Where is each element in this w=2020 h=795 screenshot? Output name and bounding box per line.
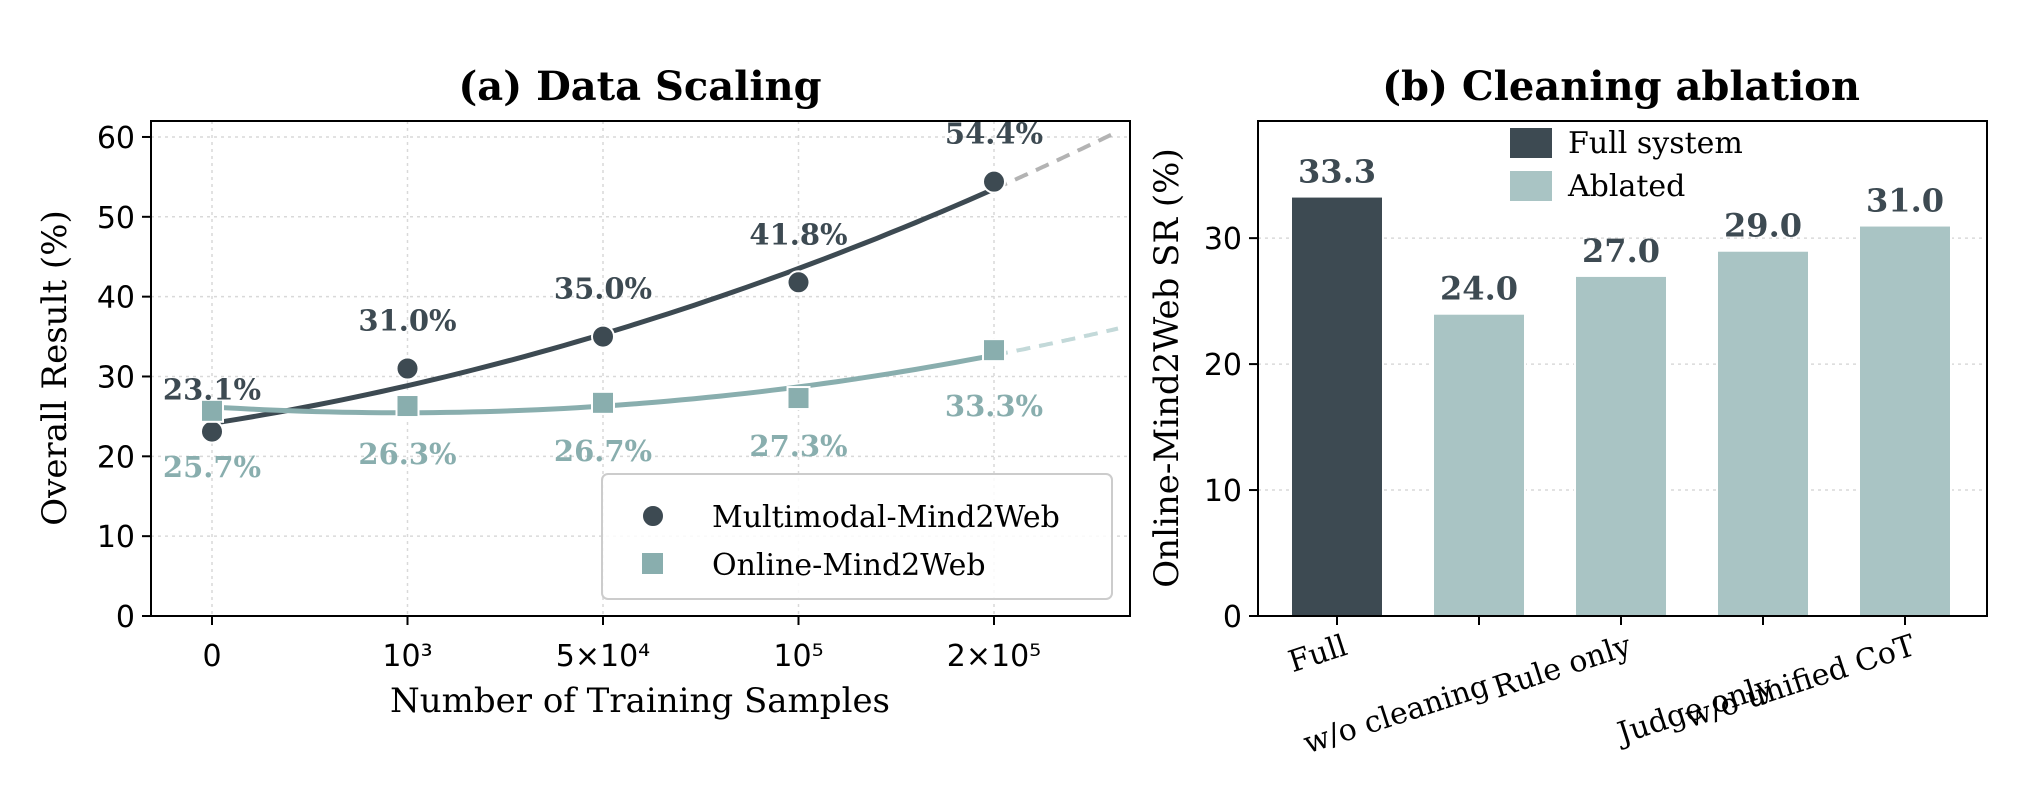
panel-a-x-tick-label: 10⁵: [773, 639, 823, 674]
panel-a-title: (a) Data Scaling: [458, 63, 821, 110]
multimodal-point-3: [786, 270, 811, 295]
legend-swatch-ablated: [1510, 171, 1552, 201]
panel-b-x-tick-label: Rule only: [1489, 628, 1636, 705]
multimodal-data-label-0: 23.1%: [163, 373, 261, 407]
panel-b-y-tick-label: 0: [1223, 600, 1242, 635]
panel-a-x-tick-label: 5×10⁴: [556, 639, 650, 674]
online-data-label-4: 33.3%: [945, 389, 1043, 423]
panel-a-y-tick-label: 0: [116, 600, 135, 635]
online-point-4: [982, 338, 1006, 363]
bar-2: [1574, 274, 1668, 617]
legend-label-ablated: Ablated: [1567, 169, 1685, 204]
legend-swatch-full-system: [1510, 128, 1552, 158]
panel-a-extrapolation-1: [993, 326, 1119, 358]
panel-b-y-tick-label: 10: [1204, 474, 1242, 509]
online-point-1: [395, 394, 420, 419]
panel-b-y-tick-label: 30: [1204, 222, 1242, 257]
panel-a-y-ticks: 0 10 20 30 40 50 60: [97, 121, 151, 635]
panel-a-y-tick-label: 60: [97, 121, 135, 156]
panel-a-markers: [200, 169, 1006, 444]
panel-b-x-tick-label: w/o cleaning: [1299, 668, 1493, 761]
multimodal-point-0: [200, 419, 224, 444]
panel-a-x-axis-label: Number of Training Samples: [390, 681, 890, 721]
panel-a-y-tick-label: 20: [97, 440, 135, 475]
panel-a-x-ticks: 0 10³ 5×10⁴ 10⁵ 2×10⁵: [202, 616, 1041, 674]
panel-b-legend: Full system Ablated: [1510, 126, 1743, 204]
legend-marker-multimodal: [641, 504, 665, 528]
panel-a-frame: [150, 120, 1131, 617]
legend-label-multimodal: Multimodal-Mind2Web: [712, 500, 1060, 535]
multimodal-point-1: [395, 356, 420, 381]
bar-3: [1716, 249, 1810, 617]
bar-data-label-2: 27.0: [1582, 232, 1660, 270]
multimodal-data-label-3: 41.8%: [749, 217, 847, 251]
panel-b-y-ticks: 0 10 20 30: [1204, 222, 1258, 635]
multimodal-data-label-2: 35.0%: [554, 272, 652, 306]
panel-a-legend-box: [601, 473, 1113, 600]
panel-b: (b) Cleaning ablation 33.3 24.0 27.0 29.0 31…: [1147, 63, 1988, 761]
bar-data-label-3: 29.0: [1724, 207, 1802, 245]
panel-a-y-tick-label: 10: [97, 520, 135, 555]
panel-b-y-tick-label: 20: [1204, 348, 1242, 383]
online-point-3: [786, 386, 811, 411]
panel-a-y-tick-label: 30: [97, 360, 135, 395]
legend-label-full-system: Full system: [1568, 126, 1743, 161]
panel-a-extrapolation: [993, 129, 1119, 358]
bar-1: [1432, 312, 1526, 617]
bar-data-label-4: 31.0: [1866, 182, 1944, 220]
multimodal-point-2: [591, 324, 615, 349]
panel-a: (a) Data Scaling 23.1% 31.0% 35.0% 41.8% 54.…: [35, 63, 1131, 721]
panel-b-x-tick-label: Full: [1284, 628, 1351, 680]
legend-label-online: Online-Mind2Web: [712, 548, 986, 583]
panel-a-legend: Multimodal-Mind2Web Online-Mind2Web: [601, 473, 1113, 600]
panel-b-x-tick-label: w/o unified CoT: [1681, 628, 1919, 735]
online-data-label-3: 27.3%: [749, 429, 847, 463]
online-point-2: [591, 390, 615, 415]
online-data-label-1: 26.3%: [358, 437, 456, 471]
bar-data-label-1: 24.0: [1440, 270, 1518, 308]
panel-b-frame: [1257, 120, 1988, 617]
online-point-0: [200, 398, 224, 423]
bar-data-label-0: 33.3: [1298, 153, 1376, 191]
multimodal-data-label-4: 54.4%: [945, 117, 1043, 151]
panel-a-data-labels: 23.1% 31.0% 35.0% 41.8% 54.4% 25.7% 26.3% 26.7%…: [163, 117, 1043, 484]
panel-b-y-axis-label: Online-Mind2Web SR (%): [1147, 148, 1187, 587]
multimodal-data-label-1: 31.0%: [358, 304, 456, 338]
panel-a-x-tick-label: 0: [202, 639, 221, 674]
multimodal-point-4: [982, 169, 1006, 194]
online-data-label-2: 26.7%: [554, 434, 652, 468]
panel-a-x-tick-label: 10³: [382, 639, 432, 674]
panel-a-y-tick-label: 40: [97, 281, 135, 316]
panel-a-x-tick-label: 2×10⁵: [947, 639, 1041, 674]
panel-b-title: (b) Cleaning ablation: [1382, 63, 1860, 110]
panel-a-y-axis-label: Overall Result (%): [35, 210, 75, 526]
panel-b-data-labels: 33.3 24.0 27.0 29.0 31.0: [1298, 153, 1944, 308]
online-data-label-0: 25.7%: [163, 450, 261, 484]
bar-0: [1290, 195, 1384, 618]
panel-a-y-tick-label: 50: [97, 201, 135, 236]
legend-marker-online: [642, 553, 663, 574]
panel-b-bars: [1290, 195, 1952, 618]
bar-4: [1858, 224, 1952, 617]
